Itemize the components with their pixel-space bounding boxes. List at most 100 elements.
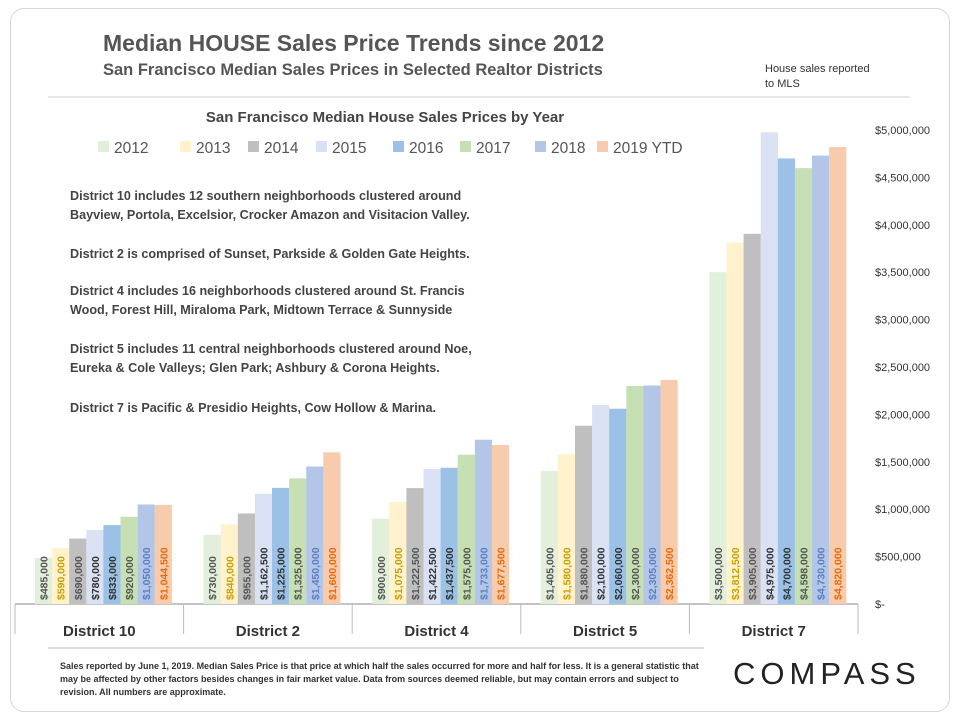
data-label: $1,437,500 [444,547,456,600]
data-label: $690,000 [73,556,85,600]
y-tick-label: $4,500,000 [875,172,930,184]
bar-district-7-2017 [794,168,813,604]
legend-swatch-2012 [98,141,109,152]
bar-district-7-2014 [743,233,761,604]
y-tick-label: $3,500,000 [875,267,930,279]
data-label: $2,100,000 [596,547,608,600]
page-title: Median HOUSE Sales Price Trends since 20… [103,30,605,56]
page-subtitle: San Francisco Median Sales Prices in Sel… [103,61,603,79]
data-label: $4,730,000 [816,547,828,600]
bar-district-2-2017 [289,478,307,604]
bar-district-7-2013 [726,242,744,604]
data-label: $1,422,500 [427,547,439,600]
bar-district-10-2019-ytd [154,504,172,604]
data-label: $730,000 [207,556,219,600]
data-label: $2,362,500 [664,547,676,600]
annotation-line: Eureka & Cole Valleys; Glen Park; Ashbur… [70,361,440,375]
bar-district-7-2012 [709,272,727,604]
data-label: $1,580,000 [562,547,574,600]
legend-swatch-2013 [180,141,191,152]
y-tick-label: $2,500,000 [875,362,930,374]
data-label: $920,000 [124,556,136,600]
bar-district-4-2017 [457,454,475,604]
y-tick-label: $2,000,000 [875,409,930,421]
x-category-label: District 5 [573,623,637,640]
legend-label: 2013 [196,140,230,157]
bar-district-2-2012 [203,534,221,604]
data-label: $1,225,000 [276,547,288,600]
data-label: $1,405,000 [544,547,556,600]
data-label: $4,598,000 [799,547,811,600]
x-category-label: District 4 [404,623,469,640]
legend-label: 2017 [476,140,510,157]
legend-swatch-2018 [535,141,546,152]
bar-district-10-2017 [120,516,138,604]
y-tick-label: $500,000 [875,552,921,564]
bar-district-4-2014 [406,488,424,604]
bar-district-10-2015 [86,530,104,604]
x-category-label: District 7 [742,623,806,640]
data-label: $1,575,000 [461,547,473,600]
data-label: $833,000 [107,556,119,600]
data-label: $3,812,500 [730,547,742,600]
bar-district-5-2012 [540,470,558,604]
legend-swatch-2019-ytd [597,141,608,152]
data-label: $1,325,000 [293,547,305,600]
data-label: $4,700,000 [781,547,793,600]
annotation-line: District 4 includes 16 neighborhoods clu… [70,284,465,298]
data-label: $3,905,000 [747,547,759,600]
legend-label: 2018 [551,140,585,157]
bar-district-5-2017 [626,385,644,604]
bar-district-2-2013 [220,524,238,604]
bar-district-5-2016 [609,408,627,604]
bar-district-7-2016 [777,158,795,604]
data-label: $1,600,000 [327,547,339,600]
bar-district-2-2016 [272,487,290,604]
bar-district-5-2014 [575,425,593,604]
bar-district-4-2015 [423,469,441,604]
y-tick-label: $3,000,000 [875,315,930,327]
bar-district-7-2018 [812,155,830,604]
data-label: $2,060,000 [613,547,625,600]
data-label: $1,677,500 [496,547,508,600]
bar-district-5-2018 [643,385,661,604]
annotation-line: Bayview, Portola, Excelsior, Crocker Ama… [70,208,470,222]
annotation-line: District 2 is comprised of Sunset, Parks… [70,247,470,261]
data-label: $840,000 [224,556,236,600]
data-label: $1,733,000 [478,547,490,600]
bar-district-10-2012 [35,558,53,604]
footer-disclaimer: Sales reported by June 1, 2019. Median S… [60,661,699,697]
y-tick-label: $4,000,000 [875,220,930,232]
data-label: $1,044,500 [158,547,170,600]
legend-swatch-2015 [316,141,327,152]
data-label: $4,820,000 [833,547,845,600]
data-label: $955,000 [241,556,253,600]
data-label: $2,300,000 [630,547,642,600]
x-category-label: District 2 [236,623,300,640]
legend-label: 2012 [114,140,148,157]
bar-district-2-2014 [237,513,255,604]
legend-label: 2016 [409,140,443,157]
legend-swatch-2017 [460,141,471,152]
data-label: $1,162,500 [259,547,271,600]
bar-district-4-2016 [440,467,458,604]
legend-label: 2015 [332,140,366,157]
data-label: $1,450,000 [310,547,322,600]
bar-district-4-2018 [474,439,492,604]
bar-district-10-2014 [69,538,87,604]
y-tick-label: $1,500,000 [875,457,930,469]
data-label: $4,975,000 [764,547,776,600]
bar-district-7-2019-ytd [829,147,847,604]
data-label: $1,075,000 [393,547,405,600]
annotation-line: District 5 includes 11 central neighborh… [70,342,472,356]
bar-district-2-2015 [254,493,273,604]
data-label: $2,305,000 [647,547,659,600]
bar-district-10-2018 [137,504,155,604]
data-label: $3,500,000 [713,547,725,600]
annotation-line: District 7 is Pacific & Presidio Heights… [70,401,436,415]
data-label: $485,000 [39,556,51,600]
y-tick-label: $- [875,599,885,611]
bar-district-7-2015 [760,132,778,604]
chart-title: San Francisco Median House Sales Prices … [206,109,564,126]
